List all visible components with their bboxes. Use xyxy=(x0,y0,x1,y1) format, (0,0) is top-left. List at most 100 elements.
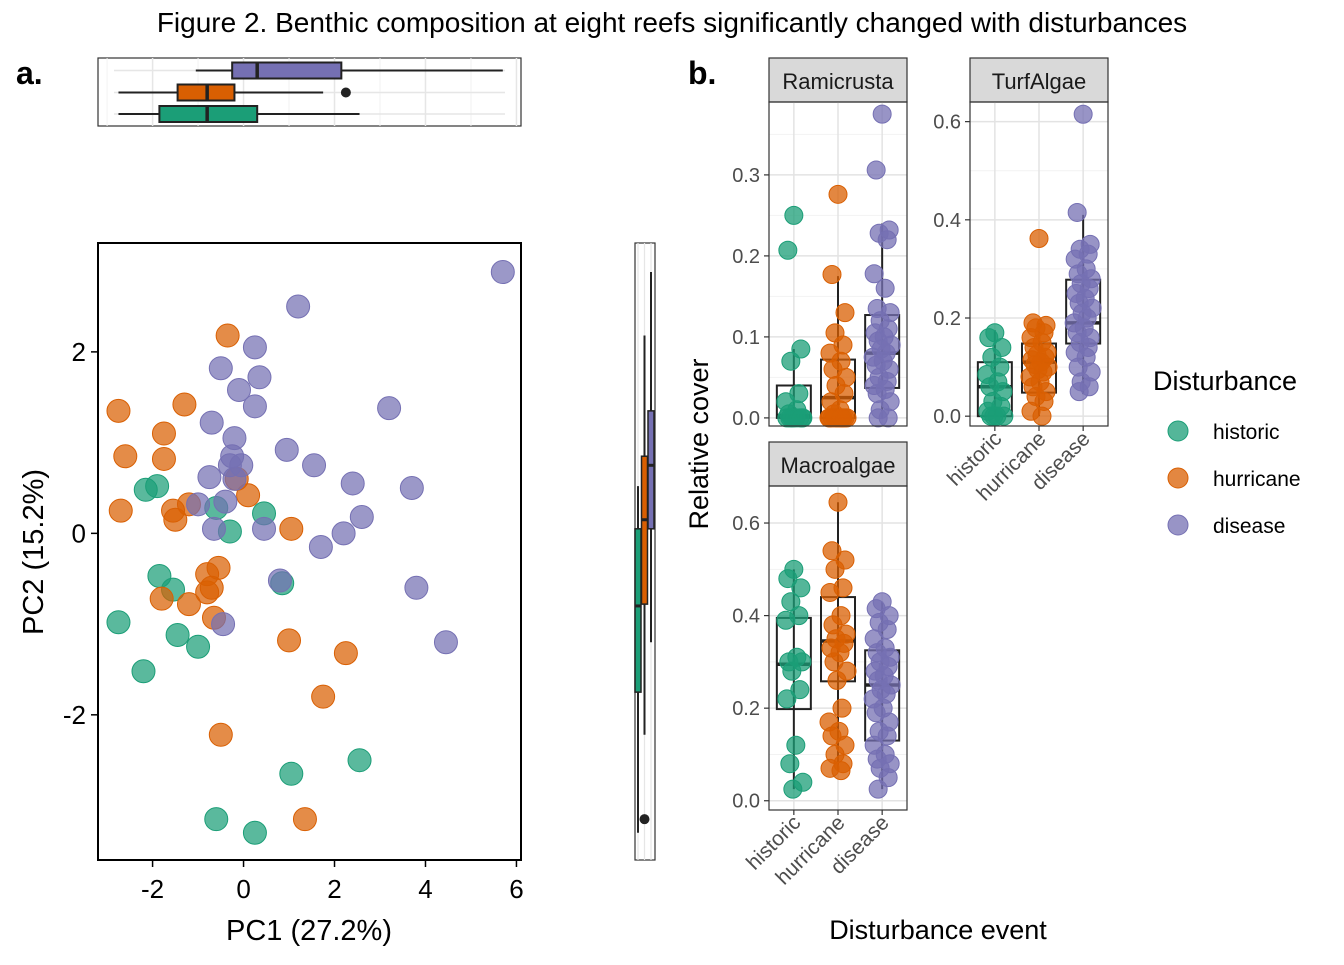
scatter-point-disease xyxy=(222,466,247,491)
scatter-point-hurricane xyxy=(208,722,233,747)
jitter-point-historic xyxy=(782,661,802,681)
scatter-point-historic xyxy=(204,807,229,832)
scatter-point-hurricane xyxy=(172,392,197,417)
scatter-point-hurricane xyxy=(106,398,131,423)
legend-label-historic: historic xyxy=(1213,421,1280,444)
legend: Disturbance historic hurricane disease xyxy=(1153,366,1301,538)
legend-title: Disturbance xyxy=(1153,366,1297,396)
scatter-point-disease xyxy=(377,396,402,421)
jitter-point-hurricane xyxy=(831,408,851,428)
facet-panel-border xyxy=(768,101,908,427)
scatter-point-hurricane xyxy=(279,516,304,541)
scatter-point-disease xyxy=(267,568,292,593)
boxplot-box-disease xyxy=(231,61,343,80)
scatter-point-disease xyxy=(340,471,365,496)
y-tick-label: 0.2 xyxy=(732,698,760,720)
scatter-point-disease xyxy=(247,365,272,390)
jitter-point-historic xyxy=(783,779,803,799)
jitter-point-hurricane xyxy=(822,726,842,746)
scatter-point-disease xyxy=(213,489,238,514)
scatter-point-disease xyxy=(242,394,267,419)
legend-label-disease: disease xyxy=(1213,515,1285,538)
pc2-marginal-boxplot xyxy=(634,242,656,861)
facet-macroalgae: Macroalgae 0.0 0.2 0.4 0.6 xyxy=(732,441,908,813)
scatter-point-disease xyxy=(197,465,222,490)
scatter-point-hurricane xyxy=(149,586,174,611)
jitter-point-hurricane xyxy=(835,303,855,323)
legend-label-hurricane: hurricane xyxy=(1213,468,1301,491)
y-tick-label: 0.1 xyxy=(732,327,760,349)
pca-y-axis: -2 0 2 xyxy=(63,337,98,730)
jitter-point-historic xyxy=(790,680,810,700)
jitter-point-hurricane xyxy=(822,265,842,285)
pca-scatter-plot xyxy=(97,242,522,861)
jitter-point-hurricane xyxy=(827,670,847,690)
scatter-point-hurricane xyxy=(333,641,358,666)
scatter-point-historic xyxy=(279,761,304,786)
facet-strip-label: Macroalgae xyxy=(781,453,896,478)
x-tick-label: 2 xyxy=(327,874,341,904)
jitter-point-historic xyxy=(776,610,796,630)
scatter-point-historic xyxy=(347,748,372,773)
boxplot-box-disease xyxy=(647,410,655,530)
cover-x-axis-title: Disturbance event xyxy=(829,915,1047,945)
jitter-point-disease xyxy=(877,726,897,746)
jitter-point-disease xyxy=(868,779,888,799)
jitter-point-hurricane xyxy=(825,559,845,579)
jitter-point-hurricane xyxy=(824,652,844,672)
scatter-point-hurricane xyxy=(199,575,224,600)
jitter-point-disease xyxy=(1073,104,1093,124)
boxplot-box-hurricane xyxy=(640,455,649,605)
jitter-point-historic xyxy=(780,754,800,774)
scatter-point-historic xyxy=(106,610,131,635)
x-tick-label: 4 xyxy=(418,874,432,904)
jitter-point-disease xyxy=(875,278,895,298)
scatter-point-historic xyxy=(242,820,267,845)
jitter-point-historic xyxy=(781,351,801,371)
facet-ramicrusta: Ramicrusta 0.0 0.1 0.2 0.3 xyxy=(732,57,908,430)
scatter-point-historic xyxy=(131,659,156,684)
pca-x-axis-title: PC1 (27.2%) xyxy=(226,915,392,947)
scatter-point-disease xyxy=(399,475,424,500)
cover-y-axis-title: Relative cover xyxy=(684,358,714,529)
scatter-point-disease xyxy=(186,492,211,517)
scatter-point-disease xyxy=(274,437,299,462)
jitter-point-historic xyxy=(783,408,803,428)
jitter-point-hurricane xyxy=(1029,228,1049,248)
scatter-point-disease xyxy=(252,516,277,541)
jitter-point-disease xyxy=(1067,202,1087,222)
x-tick-label: -2 xyxy=(141,874,164,904)
jitter-point-hurricane xyxy=(828,184,848,204)
jitter-point-disease xyxy=(868,408,888,428)
y-tick-label: 0.6 xyxy=(933,112,961,134)
legend-key-hurricane xyxy=(1167,467,1189,489)
jitter-point-historic xyxy=(778,569,798,589)
facet-turfalgae: TurfAlgae 0.0 0.2 0.4 0.6 xyxy=(933,57,1109,428)
pca-y-axis-title: PC2 (15.2%) xyxy=(18,469,50,635)
y-tick-label: 0.0 xyxy=(933,406,961,428)
scatter-point-disease xyxy=(242,335,267,360)
jitter-point-hurricane xyxy=(822,541,842,561)
jitter-point-disease xyxy=(877,619,897,639)
jitter-point-hurricane xyxy=(1032,406,1052,426)
scatter-point-hurricane xyxy=(151,446,176,471)
jitter-point-hurricane xyxy=(828,492,848,512)
y-tick-label: 0.2 xyxy=(732,246,760,268)
y-tick-label: 2 xyxy=(72,337,86,367)
jitter-point-disease xyxy=(877,230,897,250)
scatter-point-disease xyxy=(308,534,333,559)
scatter-point-historic xyxy=(186,634,211,659)
y-tick-label: 0.4 xyxy=(732,606,760,628)
jitter-point-hurricane xyxy=(832,698,852,718)
scatter-point-hurricane xyxy=(113,444,138,469)
jitter-point-historic xyxy=(984,406,1004,426)
scatter-point-hurricane xyxy=(176,592,201,617)
jitter-point-disease xyxy=(866,703,886,723)
boxplot-outlier-hurricane xyxy=(639,814,650,825)
jitter-point-hurricane xyxy=(820,582,840,602)
scatter-point-disease xyxy=(199,410,224,435)
scatter-point-disease xyxy=(302,453,327,478)
panel-a-label: a. xyxy=(16,55,43,91)
y-tick-label: 0.3 xyxy=(732,165,760,187)
